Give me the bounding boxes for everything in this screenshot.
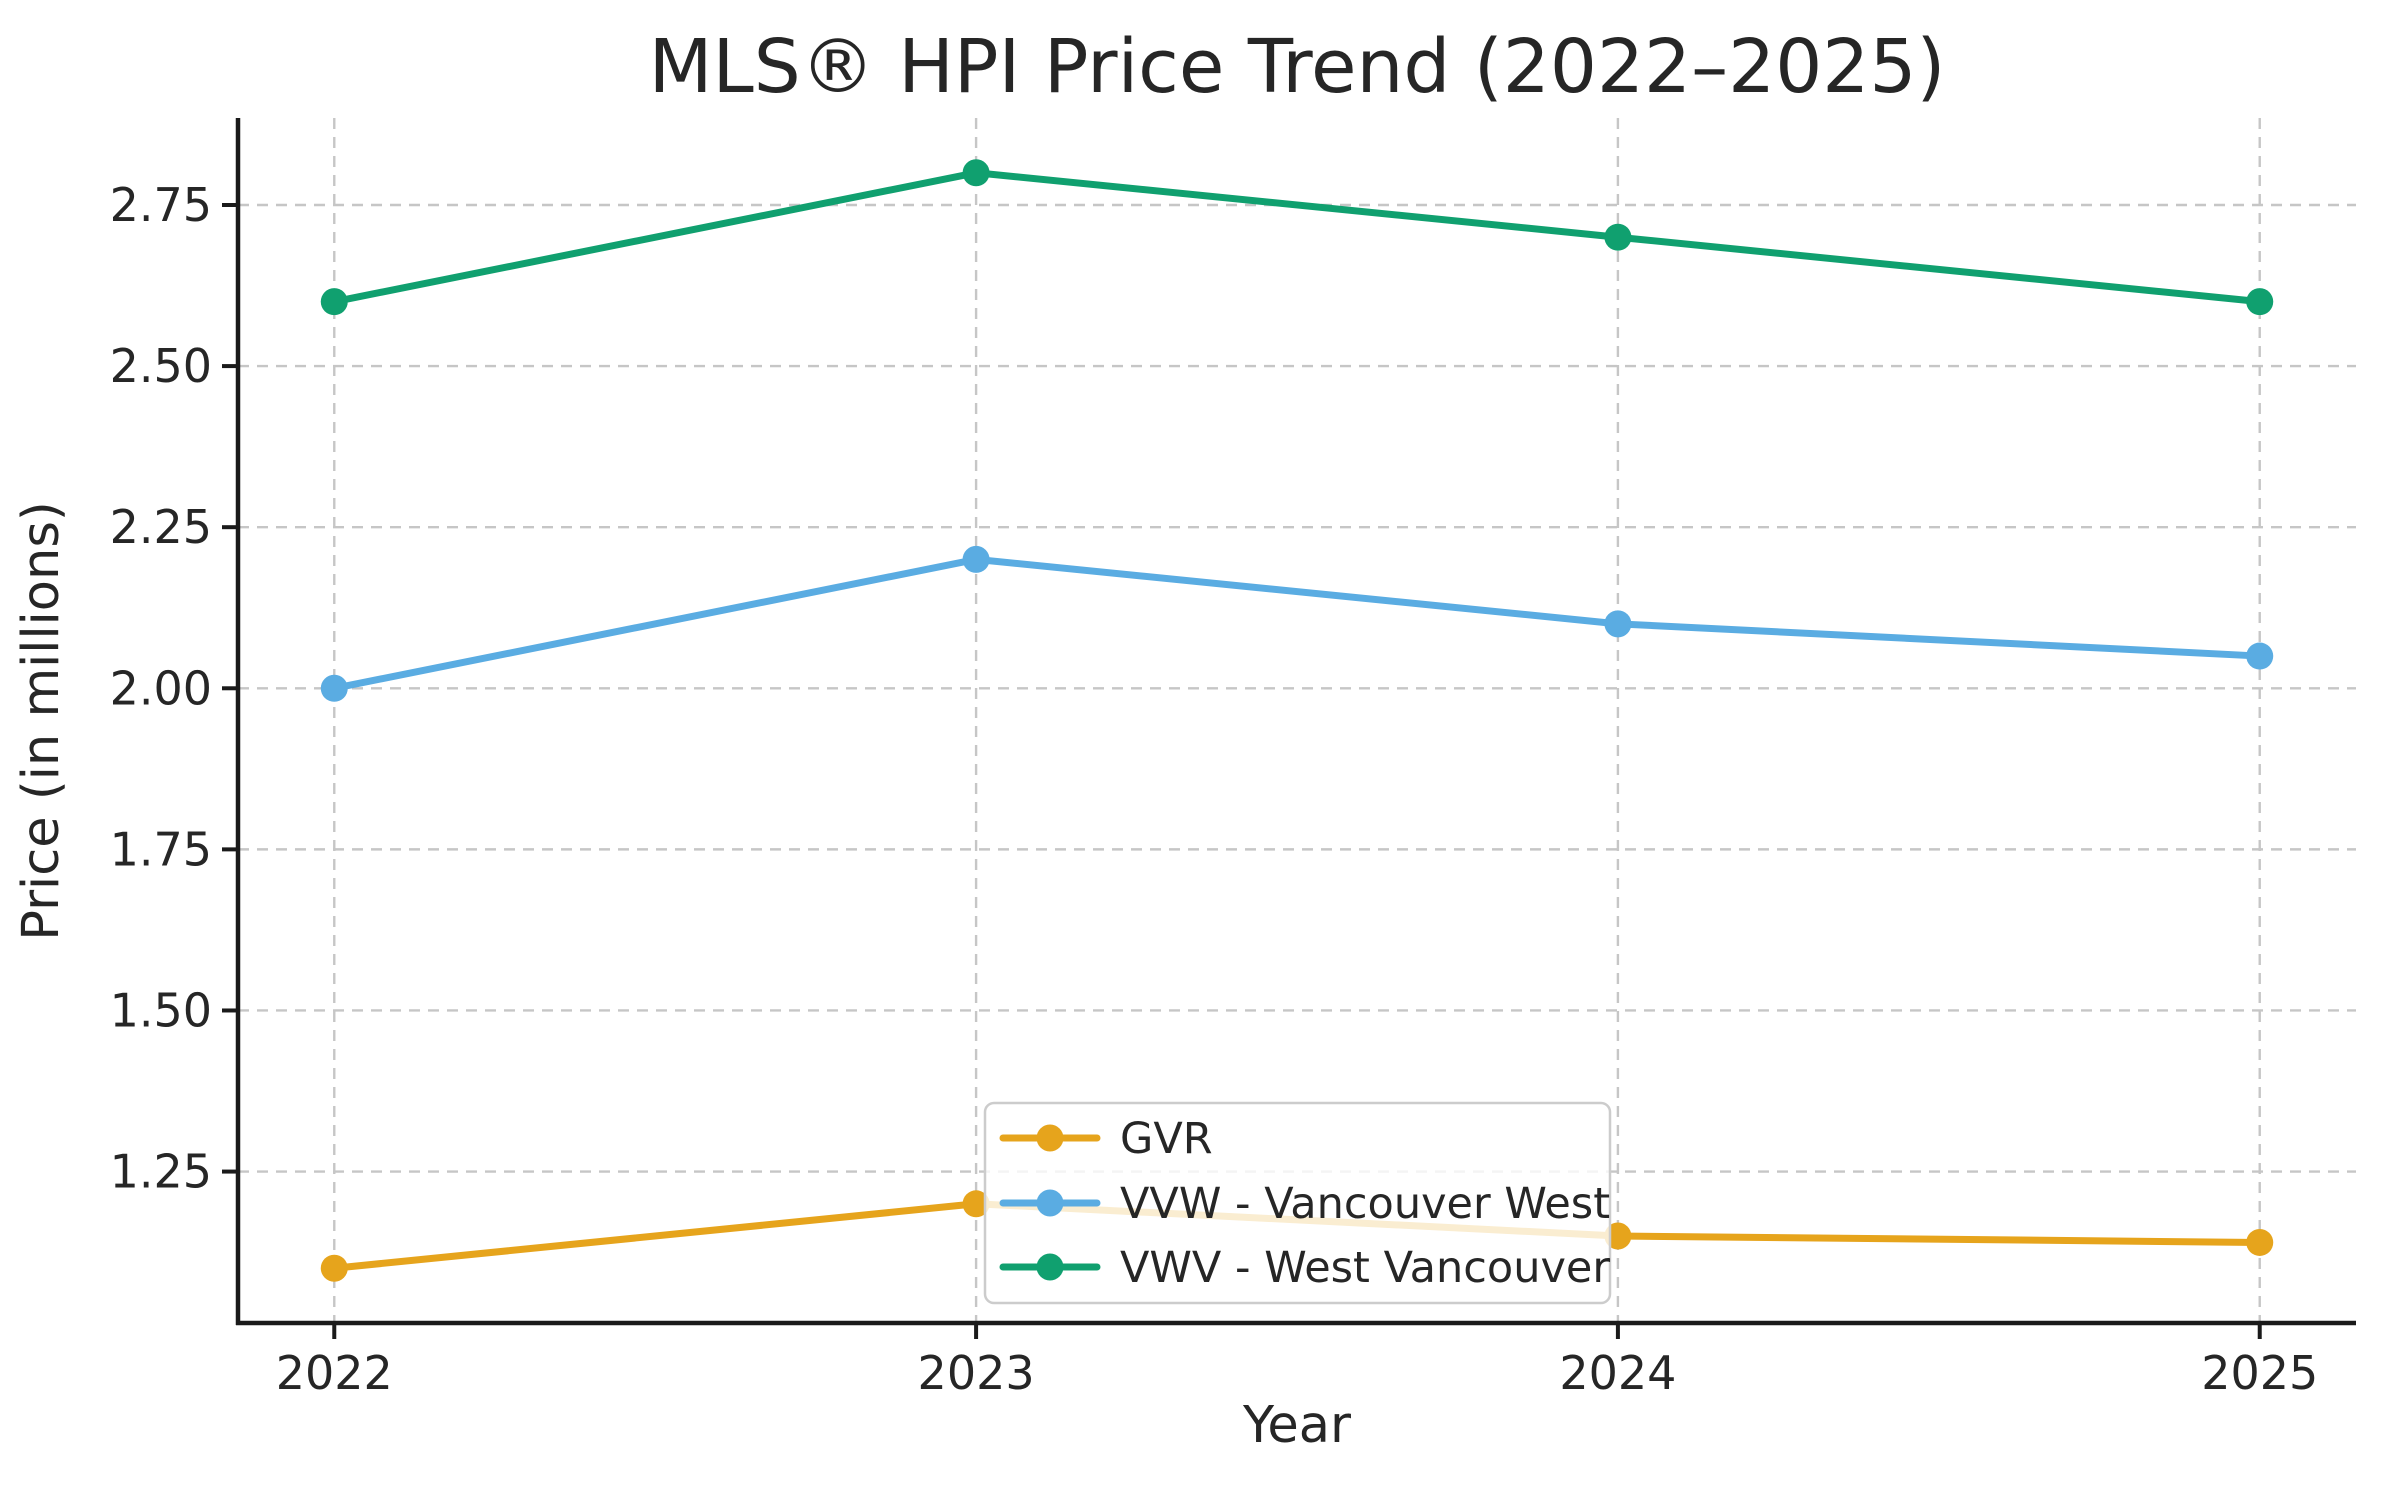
legend-sample-marker	[1036, 1124, 1064, 1152]
data-point-vwv	[1604, 223, 1632, 251]
data-point-vvw	[962, 545, 990, 573]
data-point-gvr	[320, 1254, 348, 1282]
legend-entry-label: VVW - Vancouver West	[1120, 1179, 1610, 1229]
legend-entry-label: GVR	[1120, 1114, 1213, 1164]
legend-entry-label: VWV - West Vancouver	[1120, 1243, 1610, 1293]
chart-title: MLS® HPI Price Trend (2022–2025)	[649, 24, 1946, 110]
x-tick-label: 2025	[2201, 1346, 2318, 1400]
data-point-vvw	[2246, 642, 2274, 670]
tick-labels-layer: 2022 2023 2024 2025 1.25 1.50 1.75 2.00 2.25 2.50…	[110, 178, 2319, 1400]
axes-layer	[222, 118, 2356, 1339]
y-tick-label: 2.25	[110, 500, 212, 554]
y-axis-label: Price (in millions)	[12, 501, 71, 941]
data-point-gvr	[962, 1190, 990, 1218]
data-point-gvr	[2246, 1228, 2274, 1256]
y-tick-label: 2.00	[110, 661, 212, 715]
legend-box	[983, 1101, 1612, 1305]
y-tick-label: 2.75	[110, 178, 212, 232]
data-point-vvw	[1604, 610, 1632, 638]
series-line-vvw	[330, 555, 2264, 692]
x-tick-label: 2024	[1559, 1346, 1676, 1400]
data-point-vvw	[320, 674, 348, 702]
data-point-vwv	[2246, 288, 2274, 316]
y-tick-label: 1.50	[110, 983, 212, 1037]
data-point-vwv	[320, 288, 348, 316]
y-tick-label: 1.25	[110, 1145, 212, 1199]
legend: GVR VVW - Vancouver West VWV - West Vancou…	[983, 1101, 1612, 1305]
x-tick-label: 2023	[918, 1346, 1035, 1400]
series-line-vwv	[330, 169, 2264, 306]
legend-sample-marker	[1036, 1189, 1064, 1217]
x-axis-label: Year	[1242, 1396, 1351, 1455]
legend-sample-marker	[1036, 1253, 1064, 1281]
x-tick-label: 2022	[276, 1346, 393, 1400]
data-point-vwv	[962, 159, 990, 187]
y-tick-label: 1.75	[110, 822, 212, 876]
gridlines-layer	[238, 118, 2356, 1323]
y-tick-label: 2.50	[110, 339, 212, 393]
